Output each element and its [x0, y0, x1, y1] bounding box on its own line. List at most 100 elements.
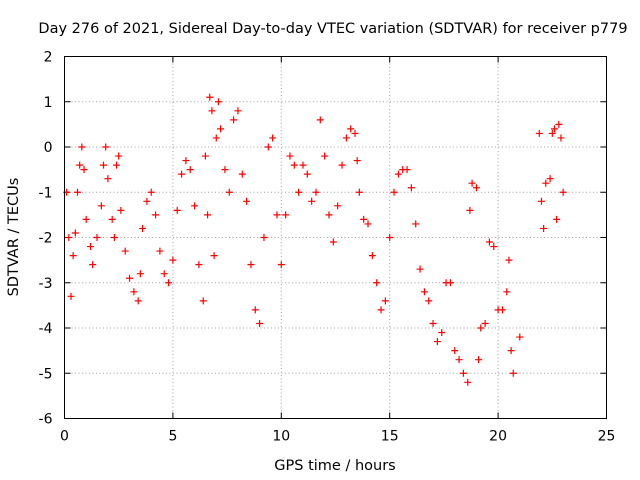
- data-point: [360, 215, 368, 223]
- data-point: [516, 333, 524, 341]
- data-point: [420, 288, 428, 296]
- data-point: [169, 256, 177, 264]
- data-point: [217, 125, 225, 133]
- data-point: [481, 319, 489, 327]
- data-point: [286, 152, 294, 160]
- y-tick-label: 0: [44, 140, 53, 156]
- y-tick-label: 1: [44, 95, 53, 111]
- data-point: [206, 93, 214, 101]
- tick-labels: 0 5 10 15 20 25 -6 -5 -4 -3 -2 -1 0 1 2: [39, 50, 616, 445]
- data-point: [115, 152, 123, 160]
- data-point: [308, 197, 316, 205]
- y-axis-label: SDTVAR / TECUs: [6, 178, 22, 297]
- data-point: [334, 202, 342, 210]
- data-point: [182, 157, 190, 165]
- data-point: [373, 279, 381, 287]
- x-tick-label: 10: [272, 429, 290, 445]
- data-point: [540, 224, 548, 232]
- data-point: [93, 234, 101, 241]
- data-point: [416, 265, 424, 273]
- data-point: [191, 202, 199, 210]
- data-point: [546, 175, 554, 183]
- data-point: [377, 306, 385, 314]
- data-point: [505, 256, 513, 264]
- data-point: [466, 206, 474, 214]
- x-tick-label: 25: [598, 429, 616, 445]
- data-point: [69, 252, 77, 260]
- data-point: [234, 107, 242, 115]
- data-point: [113, 161, 121, 169]
- data-point: [446, 279, 454, 287]
- data-point: [264, 143, 272, 151]
- data-point: [503, 288, 511, 296]
- data-point: [214, 98, 222, 106]
- data-point: [173, 206, 181, 214]
- data-point: [451, 347, 459, 355]
- data-point: [143, 197, 151, 205]
- data-point: [130, 288, 138, 296]
- data-point: [459, 369, 467, 377]
- data-point: [485, 238, 493, 246]
- y-tick-label: -5: [39, 366, 53, 382]
- data-point: [537, 197, 545, 205]
- data-point: [475, 356, 483, 364]
- data-point: [386, 234, 394, 241]
- data-point: [212, 134, 220, 142]
- data-point: [80, 166, 88, 174]
- data-point: [433, 338, 441, 346]
- data-point: [208, 107, 216, 115]
- data-point: [260, 234, 268, 241]
- data-point: [312, 188, 320, 196]
- data-point: [321, 152, 329, 160]
- y-tick-label: 2: [44, 50, 53, 66]
- data-point: [152, 211, 160, 219]
- data-point: [557, 134, 565, 142]
- data-point: [338, 161, 346, 169]
- data-point: [201, 152, 209, 160]
- data-point: [165, 279, 173, 287]
- data-point: [548, 129, 556, 137]
- data-point: [243, 197, 251, 205]
- data-point: [76, 161, 84, 169]
- data-point: [299, 161, 307, 169]
- data-point: [429, 319, 437, 327]
- data-point: [316, 116, 324, 124]
- data-point: [89, 261, 97, 269]
- gridlines: [64, 56, 607, 419]
- y-tick-label: -3: [39, 276, 53, 292]
- data-point: [472, 184, 480, 192]
- data-point: [65, 234, 73, 241]
- data-point: [464, 378, 472, 386]
- data-point: [136, 270, 144, 278]
- data-point: [542, 179, 550, 187]
- data-point: [509, 369, 517, 377]
- data-point: [412, 220, 420, 228]
- plot-frame: [64, 56, 607, 419]
- data-point: [247, 261, 255, 269]
- data-point: [351, 129, 359, 137]
- data-point: [507, 347, 515, 355]
- data-point: [468, 179, 476, 187]
- data-point: [269, 134, 277, 142]
- data-point: [381, 297, 389, 305]
- data-point: [238, 170, 246, 178]
- data-point: [364, 220, 372, 228]
- data-point: [225, 188, 233, 196]
- data-point: [110, 234, 118, 241]
- data-point: [100, 161, 108, 169]
- data-point: [555, 120, 563, 128]
- data-point: [347, 125, 355, 133]
- data-point: [221, 166, 229, 174]
- data-marks: [63, 93, 567, 386]
- data-point: [353, 157, 361, 165]
- x-tick-label: 20: [489, 429, 507, 445]
- x-tick-label: 15: [381, 429, 399, 445]
- x-tick-label: 5: [168, 429, 177, 445]
- data-point: [74, 188, 82, 196]
- data-point: [438, 329, 446, 337]
- data-point: [82, 215, 90, 223]
- data-point: [199, 297, 207, 305]
- data-point: [535, 129, 543, 137]
